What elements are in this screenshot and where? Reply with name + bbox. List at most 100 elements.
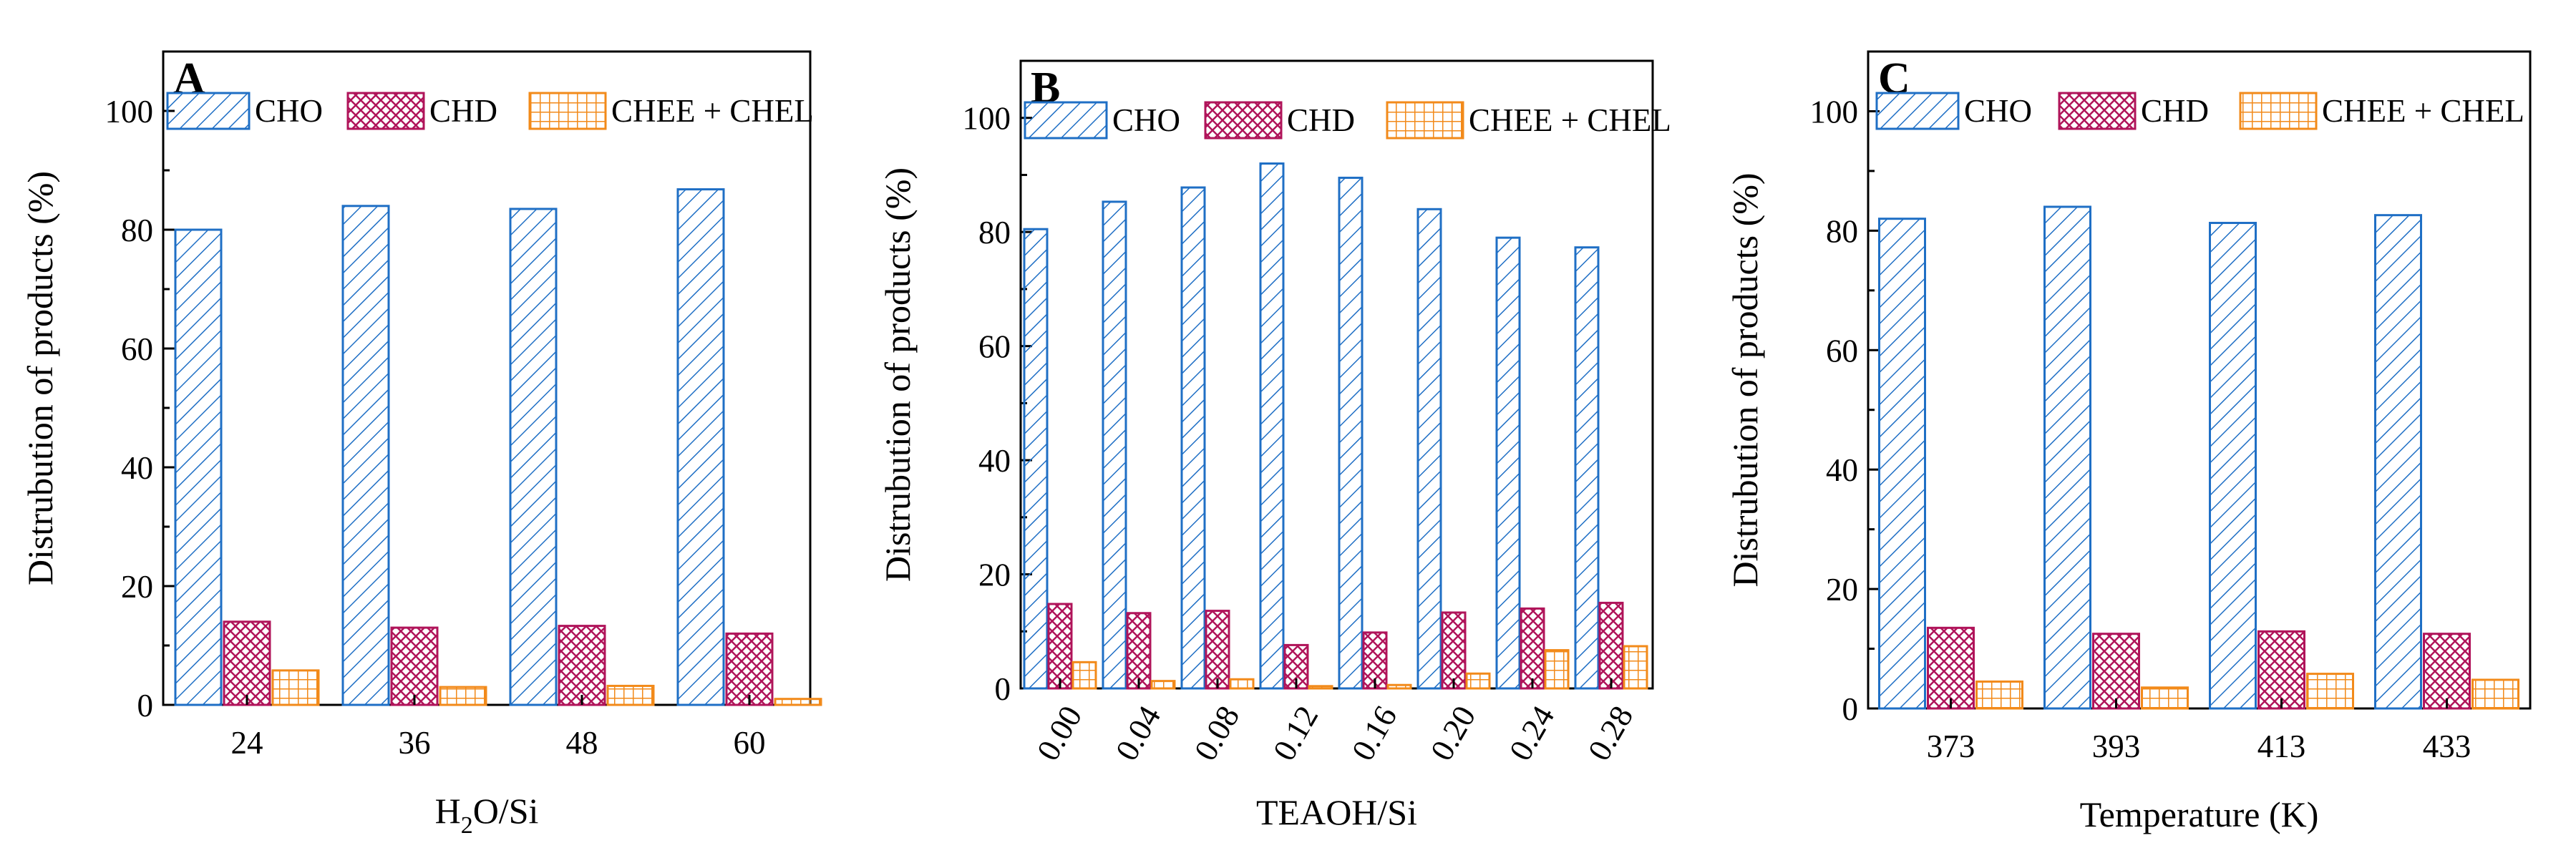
bar-chd-48 bbox=[558, 625, 606, 706]
bar-chd-0.24 bbox=[1520, 607, 1545, 690]
bar-cho-60 bbox=[676, 188, 725, 706]
y-tick-label: 60 bbox=[121, 331, 153, 367]
panel-c: 0 20 40 60 80 100 Distrubution of products (%)… bbox=[1725, 50, 2532, 834]
legend-label-cho: CHO bbox=[1964, 93, 2032, 129]
x-axis-title: TEAOH/Si bbox=[1256, 792, 1417, 832]
legend-swatch-cho bbox=[166, 92, 251, 130]
y-axis-title: Distrubution of products (%) bbox=[1725, 172, 1765, 587]
bar-chee-0.16 bbox=[1386, 683, 1412, 690]
bar-cho-48 bbox=[509, 208, 558, 706]
x-axis-title: Temperature (K) bbox=[2080, 794, 2319, 834]
y-tick-label: 60 bbox=[978, 329, 1011, 365]
bar-chd-0.28 bbox=[1598, 601, 1624, 690]
legend-swatch-chee bbox=[528, 92, 607, 130]
bar-chee-0.20 bbox=[1465, 672, 1491, 690]
bar-chee-36 bbox=[439, 686, 487, 706]
bar-chee-0.12 bbox=[1308, 685, 1333, 690]
plot-frame bbox=[1019, 59, 1654, 690]
x-tick-label: 36 bbox=[399, 725, 431, 761]
bar-cho-0.16 bbox=[1338, 176, 1364, 690]
bar-cho-0.12 bbox=[1259, 162, 1285, 690]
legend-swatch-cho bbox=[1024, 101, 1108, 140]
y-tick-label: 60 bbox=[1826, 333, 1858, 369]
legend-swatch-chee bbox=[1386, 101, 1464, 140]
legend-label-chee: CHEE + CHEL bbox=[611, 93, 814, 129]
y-axis-title: Distrubution of products (%) bbox=[878, 167, 918, 582]
bar-cho-433 bbox=[2374, 214, 2422, 710]
panel-a: 0 20 40 60 80 100 Distrubution of products (%)… bbox=[20, 50, 822, 839]
y-tick-label: 0 bbox=[137, 688, 154, 723]
y-tick-label: 40 bbox=[978, 443, 1011, 479]
bar-chee-413 bbox=[2306, 673, 2354, 710]
bar-chd-0.00 bbox=[1047, 603, 1073, 690]
x-tick-label: 0.24 bbox=[1502, 700, 1562, 766]
bar-cho-393 bbox=[2043, 205, 2091, 710]
y-tick-label: 100 bbox=[105, 94, 154, 130]
bar-chd-24 bbox=[223, 620, 271, 706]
x-tick-label: 0.12 bbox=[1266, 700, 1326, 766]
bar-chd-393 bbox=[2092, 633, 2140, 710]
bar-cho-413 bbox=[2209, 222, 2257, 710]
bar-cho-0.04 bbox=[1102, 200, 1127, 690]
bar-chee-373 bbox=[1975, 680, 2023, 710]
bar-chee-0.28 bbox=[1623, 645, 1648, 690]
legend-swatch-chd bbox=[346, 92, 425, 130]
bar-cho-373 bbox=[1878, 218, 1926, 710]
bar-cho-0.08 bbox=[1180, 186, 1206, 690]
x-tick-label: 0.16 bbox=[1345, 700, 1404, 766]
bar-chee-433 bbox=[2471, 678, 2519, 710]
bar-chee-24 bbox=[271, 669, 320, 706]
legend-swatch-chd bbox=[1204, 101, 1283, 140]
y-tick-label: 20 bbox=[121, 569, 153, 605]
x-tick-label: 0.04 bbox=[1109, 700, 1168, 766]
bar-chd-0.20 bbox=[1441, 611, 1467, 690]
panel-b: 0 20 40 60 80 100 Distrubution of products (%)… bbox=[878, 59, 1671, 832]
bar-chee-0.00 bbox=[1071, 661, 1097, 690]
x-tick-label: 393 bbox=[2092, 728, 2141, 764]
plot-frame bbox=[1867, 50, 2532, 710]
bar-chee-0.04 bbox=[1150, 680, 1176, 690]
bar-cho-36 bbox=[341, 205, 390, 706]
bar-chee-48 bbox=[606, 684, 655, 706]
legend-label-cho: CHO bbox=[255, 93, 323, 129]
y-tick-label: 0 bbox=[1842, 691, 1859, 727]
x-tick-label: 433 bbox=[2423, 728, 2471, 764]
x-tick-label: 24 bbox=[231, 725, 263, 761]
bar-cho-24 bbox=[174, 228, 223, 706]
y-tick-label: 100 bbox=[1810, 94, 1859, 130]
bar-cho-0.24 bbox=[1495, 236, 1521, 690]
y-tick-label: 80 bbox=[1826, 213, 1858, 249]
y-tick-label: 40 bbox=[1826, 452, 1858, 488]
y-tick-label: 100 bbox=[963, 101, 1011, 137]
legend-swatch-chee bbox=[2239, 92, 2318, 130]
y-tick-label: 0 bbox=[995, 671, 1011, 707]
legend-swatch-chd bbox=[2058, 92, 2137, 130]
legend-label-chee: CHEE + CHEL bbox=[1469, 102, 1671, 138]
bar-chd-433 bbox=[2423, 633, 2471, 710]
bar-chd-0.04 bbox=[1126, 612, 1152, 690]
x-axis-title: H2O/Si bbox=[435, 791, 539, 839]
x-tick-label: 0.08 bbox=[1187, 700, 1247, 766]
bar-chee-0.24 bbox=[1544, 649, 1570, 690]
y-tick-label: 20 bbox=[1826, 572, 1858, 608]
x-tick-label: 0.28 bbox=[1581, 700, 1641, 766]
bar-chd-0.08 bbox=[1205, 610, 1230, 690]
bar-cho-0.20 bbox=[1416, 208, 1442, 690]
x-tick-label: 0.20 bbox=[1424, 700, 1483, 766]
legend-label-chd: CHD bbox=[429, 93, 497, 129]
legend-label-cho: CHO bbox=[1112, 102, 1180, 138]
bar-chee-60 bbox=[774, 698, 822, 706]
bar-chd-60 bbox=[725, 632, 774, 706]
legend-swatch-cho bbox=[1875, 92, 1960, 130]
x-tick-label: 48 bbox=[566, 725, 598, 761]
y-axis-title: Distrubution of products (%) bbox=[20, 171, 60, 585]
y-tick-label: 40 bbox=[121, 450, 153, 486]
y-tick-label: 20 bbox=[978, 557, 1011, 593]
x-tick-label: 60 bbox=[734, 725, 766, 761]
bar-cho-0.00 bbox=[1023, 228, 1049, 690]
bar-chd-36 bbox=[390, 626, 439, 706]
bar-chd-373 bbox=[1927, 626, 1975, 710]
legend-label-chee: CHEE + CHEL bbox=[2322, 93, 2524, 129]
bar-chee-393 bbox=[2141, 686, 2189, 710]
